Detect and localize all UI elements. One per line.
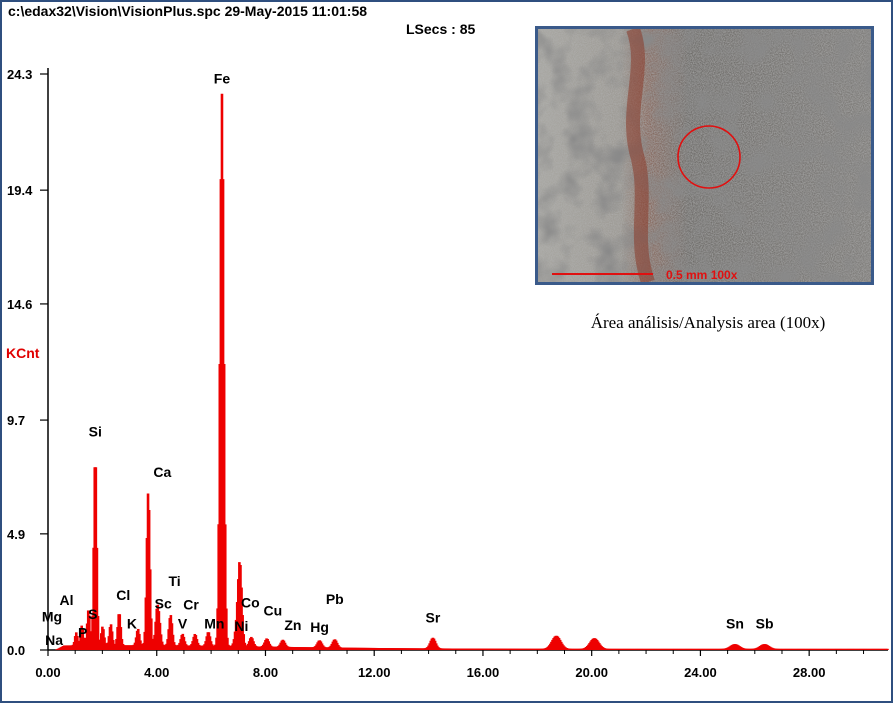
- x-tick-label: 4.00: [144, 665, 169, 680]
- element-label-pb: Pb: [326, 591, 344, 607]
- element-label-cl: Cl: [116, 587, 130, 603]
- y-tick-label: 9.7: [7, 413, 25, 428]
- element-label-hg: Hg: [310, 619, 329, 635]
- y-tick-label: 19.4: [7, 183, 33, 198]
- element-label-mn: Mn: [204, 616, 224, 632]
- element-label-k: K: [127, 616, 137, 632]
- element-label-zn: Zn: [284, 617, 301, 633]
- element-label-sb: Sb: [756, 616, 774, 632]
- x-tick-label: 16.00: [467, 665, 500, 680]
- element-label-sc: Sc: [155, 596, 172, 612]
- y-tick-label: 4.9: [7, 527, 25, 542]
- x-tick-label: 20.00: [575, 665, 608, 680]
- element-label-cr: Cr: [183, 597, 199, 613]
- element-label-si: Si: [89, 424, 102, 440]
- analysis-area-caption: Área análisis/Analysis area (100x): [590, 313, 826, 332]
- element-label-al: Al: [60, 592, 74, 608]
- y-tick-label: 0.0: [7, 643, 25, 658]
- x-tick-label: 0.00: [35, 665, 60, 680]
- element-label-sn: Sn: [726, 616, 744, 632]
- y-axis-label: KCnt: [6, 345, 40, 361]
- element-label-p: P: [78, 624, 87, 640]
- element-label-s: S: [88, 606, 97, 622]
- element-label-na: Na: [45, 632, 63, 648]
- element-label-ca: Ca: [153, 464, 171, 480]
- analysis-area-photo: 0.5 mm 100x: [535, 26, 874, 285]
- element-label-sr: Sr: [426, 610, 441, 626]
- element-label-ti: Ti: [169, 573, 181, 589]
- element-label-fe: Fe: [214, 70, 231, 86]
- y-tick-label: 24.3: [7, 67, 32, 82]
- micrograph-image: 0.5 mm 100x: [538, 29, 871, 282]
- y-tick-label: 14.6: [7, 297, 32, 312]
- element-label-co: Co: [241, 594, 260, 610]
- x-tick-label: 28.00: [793, 665, 826, 680]
- element-label-ni: Ni: [234, 618, 248, 634]
- x-tick-label: 12.00: [358, 665, 391, 680]
- x-tick-label: 8.00: [253, 665, 278, 680]
- element-label-cu: Cu: [263, 603, 282, 619]
- x-tick-label: 24.00: [684, 665, 717, 680]
- scale-bar-label: 0.5 mm 100x: [666, 268, 738, 282]
- element-label-v: V: [178, 616, 188, 632]
- live-seconds-readout: LSecs : 85: [406, 21, 476, 37]
- element-label-mg: Mg: [42, 609, 62, 625]
- analysis-circle: [677, 125, 741, 189]
- file-info-header: c:\edax32\Vision\VisionPlus.spc 29-May-2…: [8, 3, 368, 19]
